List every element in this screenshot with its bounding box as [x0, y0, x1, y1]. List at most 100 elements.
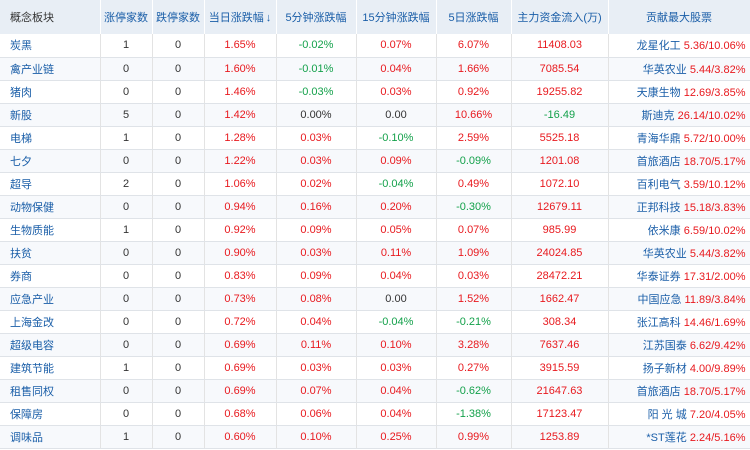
main-flow-value: 24024.85: [511, 241, 609, 265]
top-stock-price: 18.70: [683, 155, 712, 168]
5min-change-value: 0.08%: [276, 287, 357, 311]
top-stock-name-link[interactable]: 依米康: [647, 224, 681, 237]
concept-name-link[interactable]: 超级电容: [0, 333, 101, 357]
concept-name-link[interactable]: 应急产业: [0, 287, 101, 311]
limit-down-count: 0: [152, 126, 205, 150]
table-row[interactable]: 七夕 0 0 1.22% 0.03% 0.09% -0.09% 1201.08 首旅酒店 18.…: [0, 149, 750, 173]
top-stock-name-link[interactable]: 阳 光 城: [647, 408, 687, 421]
header-5day-change[interactable]: 5日涨跌幅: [436, 0, 512, 34]
top-stock-name-link[interactable]: 华英农业: [642, 63, 687, 76]
concept-name-link[interactable]: 建筑节能: [0, 356, 101, 380]
concept-name-link[interactable]: 券商: [0, 264, 101, 288]
limit-down-count: 0: [152, 310, 205, 334]
concept-name-link[interactable]: 上海金改: [0, 310, 101, 334]
concept-name-link[interactable]: 猪肉: [0, 80, 101, 104]
top-stock-separator: /: [705, 132, 709, 145]
day-change-value: 0.72%: [204, 310, 277, 334]
table-row[interactable]: 建筑节能 1 0 0.69% 0.03% 0.03% 0.27% 3915.59 扬子新材 4.…: [0, 356, 750, 380]
table-row[interactable]: 生物质能 1 0 0.92% 0.09% 0.05% 0.07% 985.99 依米康 6.59…: [0, 218, 750, 242]
top-stock-price: 26.14: [677, 109, 706, 122]
concept-name-link[interactable]: 保障房: [0, 402, 101, 426]
top-stock-name-link[interactable]: 华泰证券: [636, 270, 681, 283]
table-row[interactable]: 新股 5 0 1.42% 0.00% 0.00 10.66% -16.49 斯迪克 26.14/…: [0, 103, 750, 127]
main-flow-value: 1072.10: [511, 172, 609, 196]
top-stock-name-link[interactable]: 天康生物: [636, 86, 681, 99]
header-limit-up[interactable]: 涨停家数: [100, 0, 153, 34]
limit-down-count: 0: [152, 402, 205, 426]
table-row[interactable]: 租售同权 0 0 0.69% 0.07% 0.04% -0.62% 21647.63 首旅酒店 …: [0, 379, 750, 403]
header-day-change[interactable]: 当日涨跌幅 ↓: [204, 0, 277, 34]
top-stock-name-link[interactable]: 江苏国泰: [642, 339, 687, 352]
top-stock-name-link[interactable]: 斯迪克: [641, 109, 675, 122]
top-stock-separator: /: [705, 178, 709, 191]
5min-change-value: 0.06%: [276, 402, 357, 426]
main-flow-value: 1253.89: [511, 425, 609, 449]
table-row[interactable]: 上海金改 0 0 0.72% 0.04% -0.04% -0.21% 308.34 张江高科 1…: [0, 310, 750, 334]
table-row[interactable]: 保障房 0 0 0.68% 0.06% 0.04% -1.38% 17123.47 阳 光 城 …: [0, 402, 750, 426]
table-row[interactable]: 禽产业链 0 0 1.60% -0.01% 0.04% 1.66% 7085.54 华英农业 5…: [0, 57, 750, 81]
table-row[interactable]: 应急产业 0 0 0.73% 0.08% 0.00 1.52% 1662.47 中国应急 11.…: [0, 287, 750, 311]
header-main-flow[interactable]: 主力资金流入(万): [511, 0, 609, 34]
top-stock-separator: /: [711, 316, 715, 329]
table-row[interactable]: 超级电容 0 0 0.69% 0.11% 0.10% 3.28% 7637.46 江苏国泰 6.…: [0, 333, 750, 357]
main-flow-value: 17123.47: [511, 402, 609, 426]
limit-down-count: 0: [152, 287, 205, 311]
top-stock-name-link[interactable]: 百利电气: [636, 178, 681, 191]
top-stock-name-link[interactable]: 华英农业: [642, 247, 687, 260]
main-flow-value: 12679.11: [511, 195, 609, 219]
concept-name-link[interactable]: 租售同权: [0, 379, 101, 403]
concept-name-link[interactable]: 电梯: [0, 126, 101, 150]
limit-up-count: 0: [100, 264, 153, 288]
table-row[interactable]: 猪肉 0 0 1.46% -0.03% 0.03% 0.92% 19255.82 天康生物 12…: [0, 80, 750, 104]
concept-name-link[interactable]: 调味品: [0, 425, 101, 449]
5min-change-value: 0.09%: [276, 264, 357, 288]
concept-name-link[interactable]: 七夕: [0, 149, 101, 173]
top-stock-cell: 百利电气 3.59/10.12%: [608, 172, 750, 196]
5min-change-value: 0.00%: [276, 103, 357, 127]
header-15min-change[interactable]: 15分钟涨跌幅: [356, 0, 437, 34]
top-stock-name-link[interactable]: 龙星化工: [636, 40, 681, 53]
table-row[interactable]: 扶贫 0 0 0.90% 0.03% 0.11% 1.09% 24024.85 华英农业 5.4…: [0, 241, 750, 265]
table-row[interactable]: 券商 0 0 0.83% 0.09% 0.04% 0.03% 28472.21 华泰证券 17.…: [0, 264, 750, 288]
top-stock-name-link[interactable]: 首旅酒店: [636, 385, 681, 398]
concept-name-link[interactable]: 生物质能: [0, 218, 101, 242]
header-limit-down[interactable]: 跌停家数: [152, 0, 205, 34]
day-change-value: 0.90%: [204, 241, 277, 265]
concept-name-link[interactable]: 动物保健: [0, 195, 101, 219]
15min-change-value: 0.07%: [356, 34, 437, 58]
top-stock-pct: 3.84%: [714, 293, 746, 306]
top-stock-name-link[interactable]: 正邦科技: [636, 201, 681, 214]
concept-name-link[interactable]: 禽产业链: [0, 57, 101, 81]
top-stock-pct: 3.83%: [714, 201, 746, 214]
5min-change-value: 0.11%: [276, 333, 357, 357]
table-header: 概念板块 涨停家数 跌停家数 当日涨跌幅 ↓ 5分钟涨跌幅 15分钟涨跌幅 5日涨…: [0, 0, 750, 34]
top-stock-separator: /: [711, 408, 715, 421]
top-stock-price: 5.36: [683, 40, 706, 53]
day-change-value: 1.28%: [204, 126, 277, 150]
limit-up-count: 1: [100, 356, 153, 380]
header-5min-change[interactable]: 5分钟涨跌幅: [276, 0, 357, 34]
top-stock-name-link[interactable]: 中国应急: [637, 293, 682, 306]
top-stock-name-link[interactable]: 扬子新材: [642, 362, 687, 375]
table-row[interactable]: 炭黑 1 0 1.65% -0.02% 0.07% 6.07% 11408.03 龙星化工 5.…: [0, 34, 750, 58]
15min-change-value: 0.04%: [356, 264, 437, 288]
concept-name-link[interactable]: 新股: [0, 103, 101, 127]
concept-name-link[interactable]: 超导: [0, 172, 101, 196]
table-row[interactable]: 调味品 1 0 0.60% 0.10% 0.25% 0.99% 1253.89 *ST莲花 2.…: [0, 425, 750, 449]
table-row[interactable]: 电梯 1 0 1.28% 0.03% -0.10% 2.59% 5525.18 青海华鼎 5.7…: [0, 126, 750, 150]
table-row[interactable]: 动物保健 0 0 0.94% 0.16% 0.20% -0.30% 12679.11 正邦科技 …: [0, 195, 750, 219]
top-stock-pct: 9.89%: [714, 362, 746, 375]
table-row[interactable]: 超导 2 0 1.06% 0.02% -0.04% 0.49% 1072.10 百利电气 3.5…: [0, 172, 750, 196]
top-stock-name-link[interactable]: 青海华鼎: [636, 132, 681, 145]
15min-change-value: 0.20%: [356, 195, 437, 219]
concept-name-link[interactable]: 炭黑: [0, 34, 101, 58]
top-stock-name-link[interactable]: *ST莲花: [646, 431, 687, 444]
top-stock-cell: 青海华鼎 5.72/10.00%: [608, 126, 750, 150]
top-stock-pct: 2.00%: [714, 270, 746, 283]
5day-change-value: 1.66%: [436, 57, 512, 81]
top-stock-name-link[interactable]: 张江高科: [636, 316, 681, 329]
top-stock-cell: 张江高科 14.46/1.69%: [608, 310, 750, 334]
top-stock-price: 17.31: [683, 270, 712, 283]
concept-name-link[interactable]: 扶贫: [0, 241, 101, 265]
top-stock-name-link[interactable]: 首旅酒店: [636, 155, 681, 168]
